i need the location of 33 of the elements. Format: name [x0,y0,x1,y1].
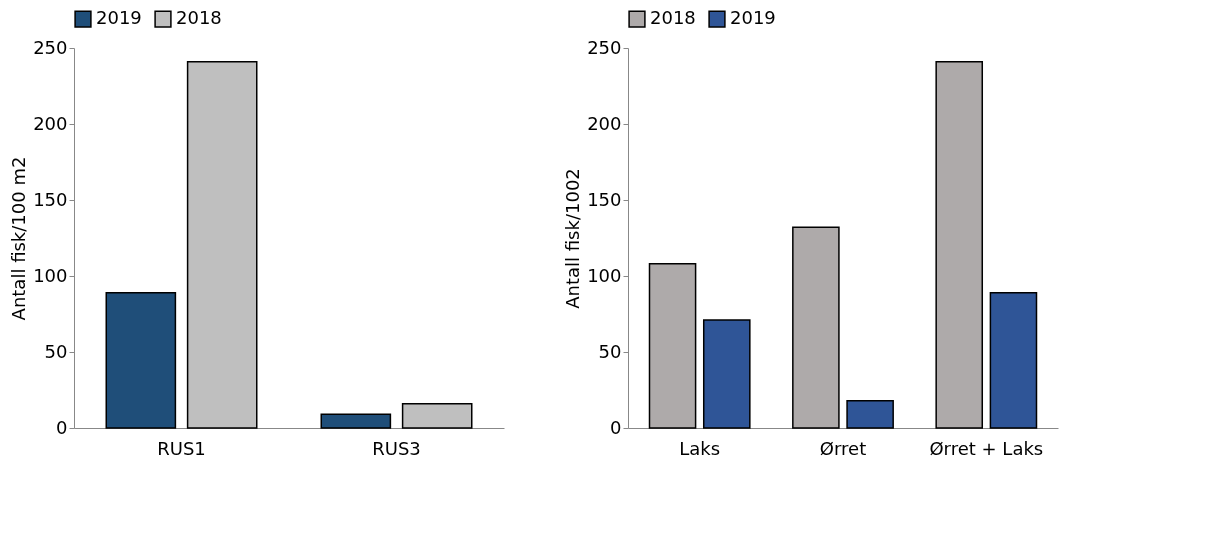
y-tick-label: 100 [33,264,68,286]
x-tick-label: Laks [679,437,721,459]
y-tick-label: 0 [56,416,68,438]
legend-label: 2019 [96,7,142,29]
bar [186,60,258,429]
y-tick-label: 250 [33,36,68,58]
y-axis-title: Antall fisk/100 m2 [8,156,30,321]
bar [320,413,392,429]
y-tick-label: 200 [587,112,622,134]
x-tick-label: RUS3 [372,437,421,459]
bar [792,226,840,429]
bar [702,319,751,429]
y-axis-title: Antall fisk/1002 [562,168,584,309]
y-tick-label: 150 [33,188,68,210]
y-tick-label: 100 [587,264,622,286]
bar [401,402,473,429]
x-tick-label: Ørret [819,437,867,459]
y-tick-label: 250 [587,36,622,58]
y-tick-label: 150 [587,188,622,210]
legend-label: 2018 [176,7,222,29]
bar [935,60,984,429]
legend-label: 2019 [730,7,776,29]
bar [846,399,894,429]
bar [105,291,177,429]
y-tick-label: 50 [44,340,68,362]
bar [648,263,697,429]
y-tick-label: 50 [598,340,622,362]
x-tick-label: Ørret + Laks [929,437,1044,459]
y-tick-label: 0 [610,416,622,438]
legend-label: 2018 [650,7,696,29]
x-tick-label: RUS1 [157,437,206,459]
bar [989,291,1038,429]
y-tick-label: 200 [33,112,68,134]
